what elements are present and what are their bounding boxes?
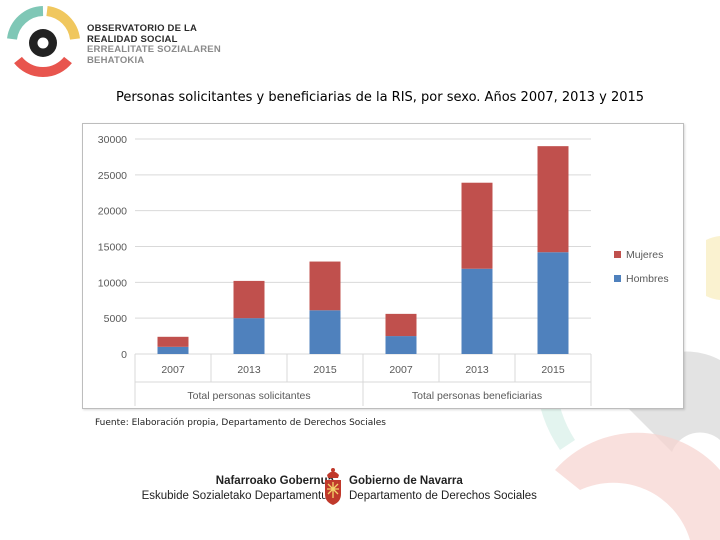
stacked-bar-chart: 0 5000 10000 15000 20000 25000 30000 2007 2013 20… bbox=[98, 134, 669, 406]
observatorio-logo bbox=[7, 6, 80, 77]
bar-hombres-2013 bbox=[461, 268, 493, 354]
x-tick-label: 2013 bbox=[237, 364, 261, 376]
bar-mujeres-2007 bbox=[157, 336, 189, 347]
org-line-1: OBSERVATORIO DE LA bbox=[87, 23, 198, 34]
slide-title: Personas solicitantes y beneficiarias de… bbox=[115, 90, 645, 105]
y-tick-label: 15000 bbox=[98, 242, 127, 254]
y-tick-label: 30000 bbox=[98, 134, 127, 146]
footer-government: Nafarroako Gobernua Eskubide Sozialetako… bbox=[116, 466, 556, 508]
footer-right-line-2: Departamento de Derechos Sociales bbox=[349, 490, 537, 502]
footer-right-line-1: Gobierno de Navarra bbox=[349, 475, 463, 487]
footer-left-line-1: Nafarroako Gobernua bbox=[215, 475, 334, 487]
legend-label-mujeres: Mujeres bbox=[626, 249, 663, 261]
bar-hombres-2015 bbox=[309, 310, 341, 354]
y-tick-label: 5000 bbox=[104, 313, 128, 325]
org-line-4: BEHATOKIA bbox=[87, 54, 145, 66]
bar-hombres-2015 bbox=[537, 252, 569, 354]
x-tick-label: 2015 bbox=[541, 364, 565, 376]
bar-hombres-2007 bbox=[385, 336, 417, 354]
x-tick-label: 2007 bbox=[389, 364, 413, 376]
source-note: Fuente: Elaboración propia, Departamento… bbox=[95, 418, 386, 428]
x-tick-label: 2015 bbox=[313, 364, 337, 376]
legend-swatch-mujeres bbox=[614, 251, 621, 258]
footer-left-line-2: Eskubide Sozialetako Departamentua bbox=[141, 490, 334, 502]
bar-mujeres-2013 bbox=[233, 280, 265, 319]
legend-label-hombres: Hombres bbox=[626, 273, 669, 285]
bar-mujeres-2015 bbox=[309, 261, 341, 311]
organization-name: OBSERVATORIO DE LA REALIDAD SOCIAL ERREA… bbox=[87, 23, 221, 66]
y-tick-label: 10000 bbox=[98, 277, 127, 289]
org-line-2: REALIDAD SOCIAL bbox=[87, 33, 178, 45]
chart-frame: 0 5000 10000 15000 20000 25000 30000 2007 2013 20… bbox=[82, 123, 684, 409]
bar-hombres-2013 bbox=[233, 318, 265, 354]
bar-hombres-2007 bbox=[157, 346, 189, 354]
bar-mujeres-2015 bbox=[537, 146, 569, 253]
navarra-shield-icon bbox=[325, 468, 341, 505]
org-line-3: ERREALITATE SOZIALAREN bbox=[87, 44, 221, 55]
x-tick-label: 2013 bbox=[465, 364, 489, 376]
bar-mujeres-2007 bbox=[385, 313, 417, 337]
bar-mujeres-2013 bbox=[461, 182, 493, 269]
footer-left: Nafarroako Gobernua Eskubide Sozialetako… bbox=[142, 474, 334, 504]
legend-swatch-hombres bbox=[614, 275, 621, 282]
group-label: Total personas solicitantes bbox=[187, 390, 310, 402]
x-tick-label: 2007 bbox=[161, 364, 185, 376]
y-tick-label: 25000 bbox=[98, 170, 127, 182]
y-tick-label: 0 bbox=[121, 349, 127, 361]
group-label: Total personas beneficiarias bbox=[412, 390, 542, 402]
footer-right: Gobierno de Navarra Departamento de Dere… bbox=[349, 474, 537, 504]
y-tick-label: 20000 bbox=[98, 206, 127, 218]
